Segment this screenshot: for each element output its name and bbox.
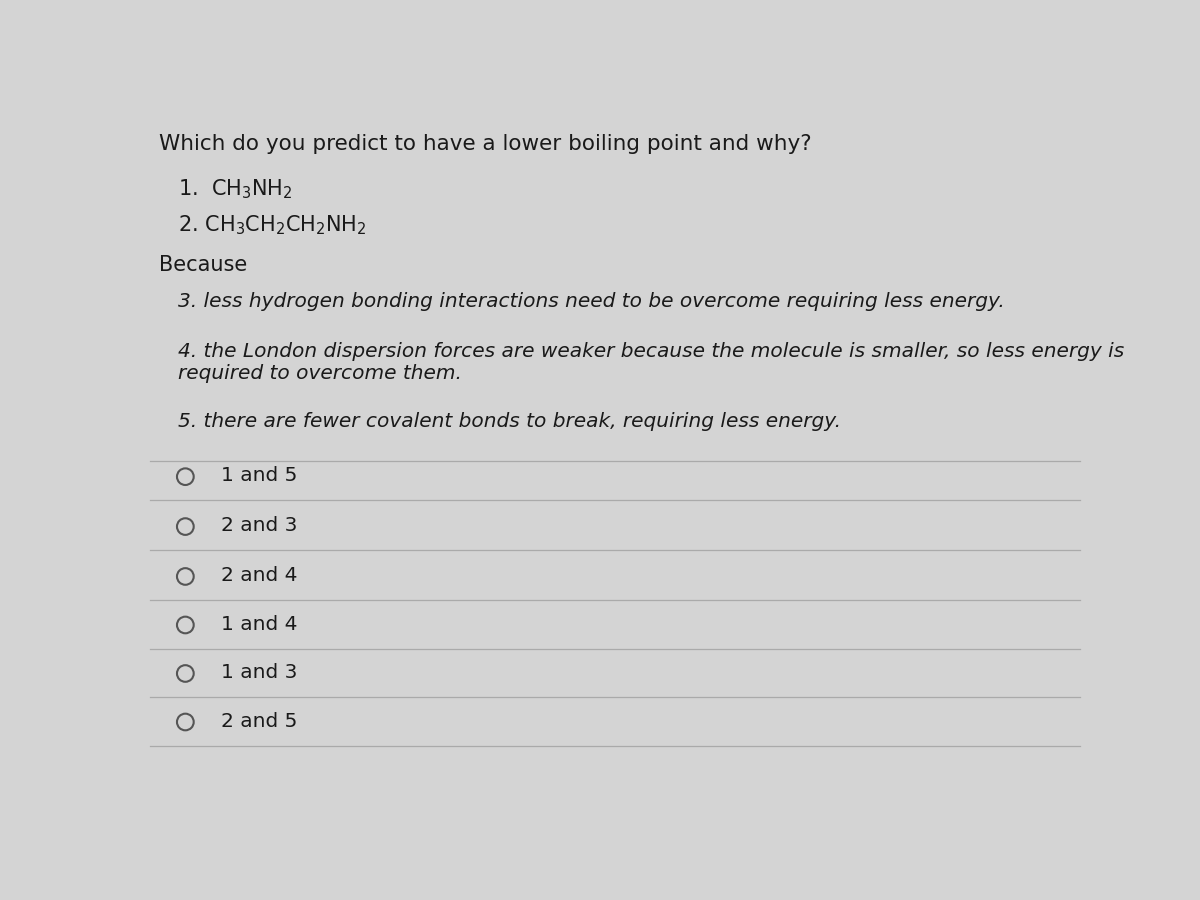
Text: 4. the London dispersion forces are weaker because the molecule is smaller, so l: 4. the London dispersion forces are weak…: [178, 342, 1124, 383]
Text: 1 and 5: 1 and 5: [221, 466, 298, 485]
Text: 2 and 4: 2 and 4: [221, 566, 298, 585]
Text: Because: Because: [160, 255, 247, 274]
Text: 5. there are fewer covalent bonds to break, requiring less energy.: 5. there are fewer covalent bonds to bre…: [178, 411, 841, 430]
Text: 1.  CH$_3$NH$_2$: 1. CH$_3$NH$_2$: [178, 177, 292, 201]
Text: 1 and 3: 1 and 3: [221, 663, 298, 682]
Text: 2 and 3: 2 and 3: [221, 517, 298, 535]
Text: 2. CH$_3$CH$_2$CH$_2$NH$_2$: 2. CH$_3$CH$_2$CH$_2$NH$_2$: [178, 213, 366, 237]
Text: 1 and 4: 1 and 4: [221, 615, 298, 634]
Text: 2 and 5: 2 and 5: [221, 712, 298, 731]
Text: Which do you predict to have a lower boiling point and why?: Which do you predict to have a lower boi…: [160, 134, 812, 154]
Text: 3. less hydrogen bonding interactions need to be overcome requiring less energy.: 3. less hydrogen bonding interactions ne…: [178, 292, 1004, 310]
